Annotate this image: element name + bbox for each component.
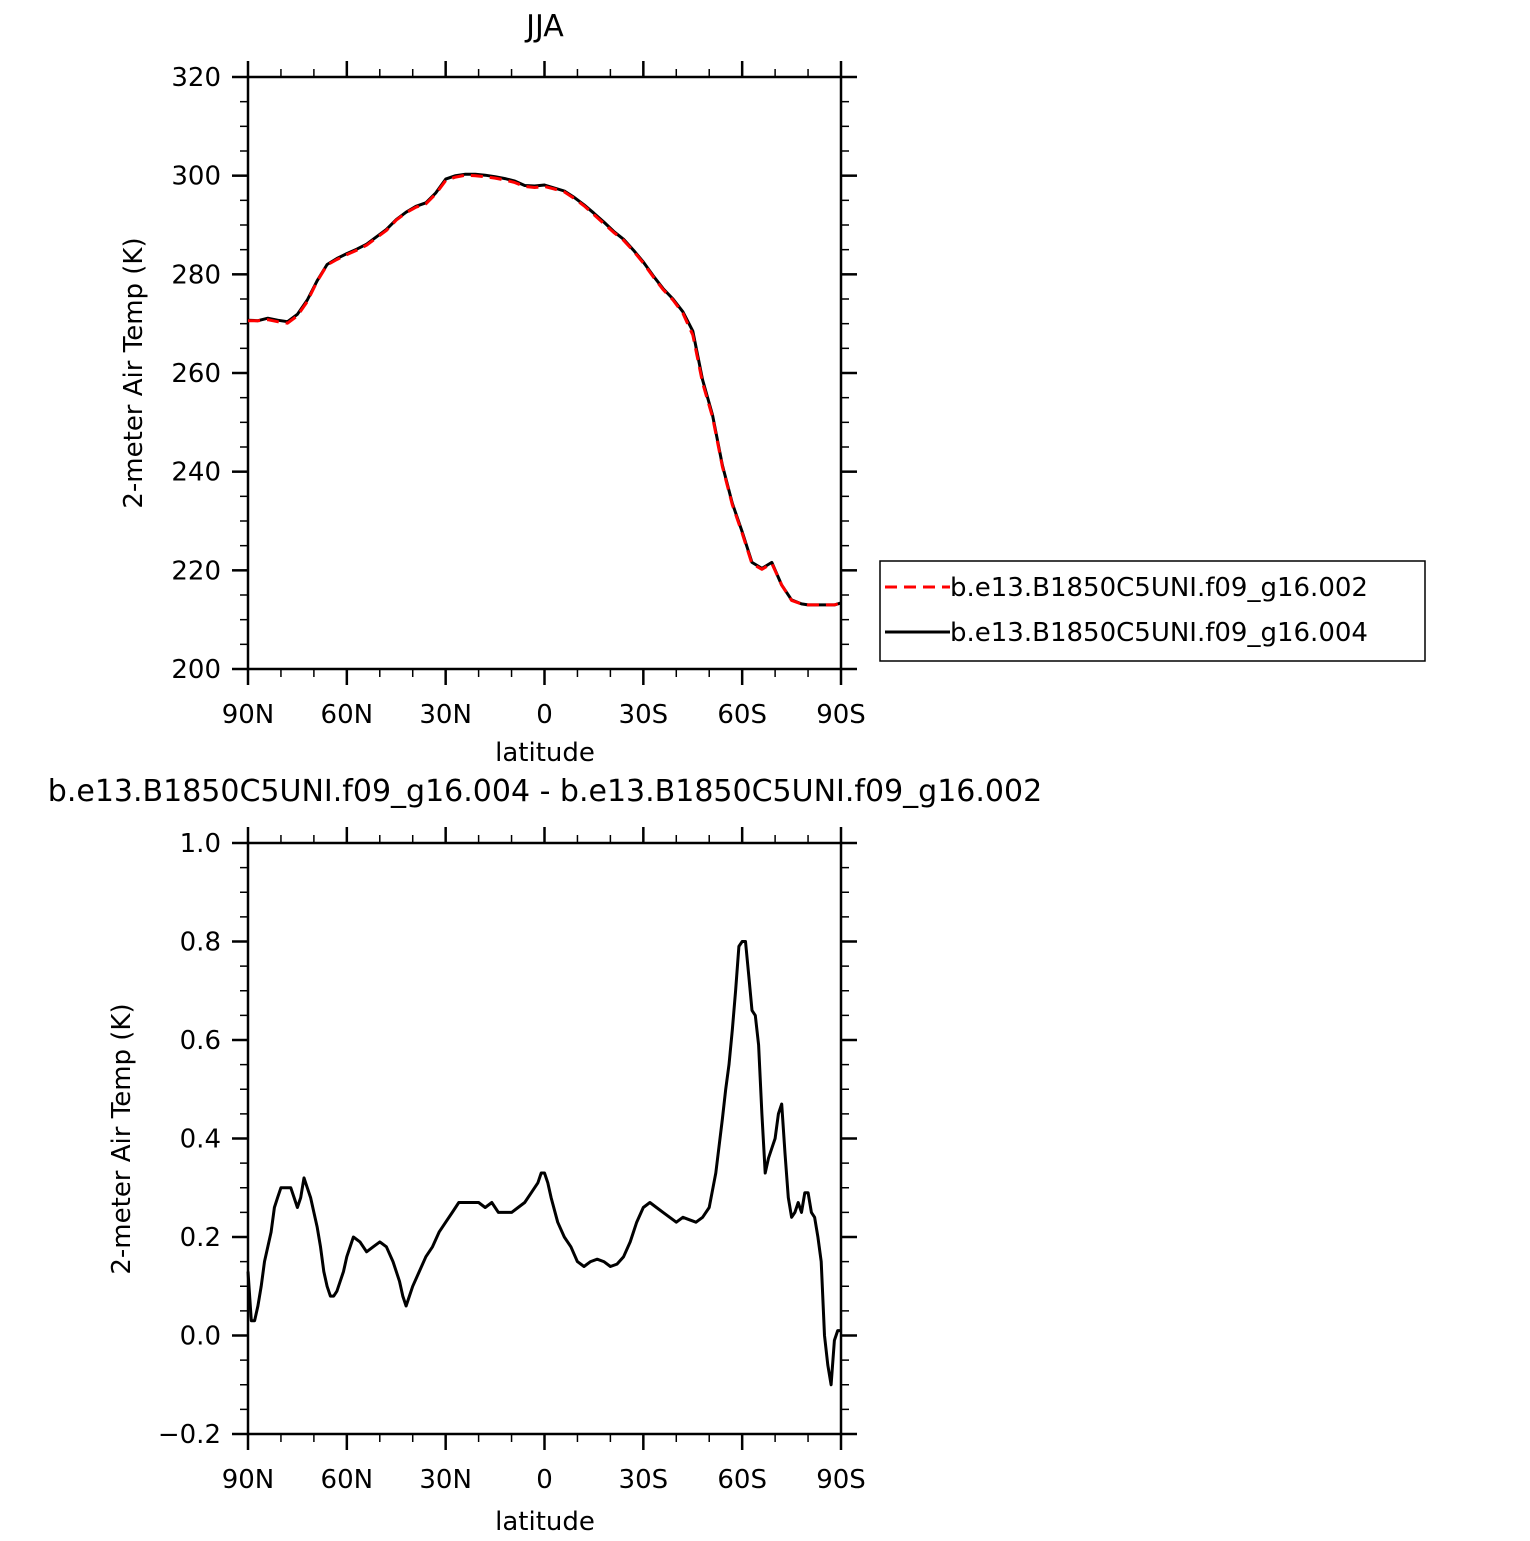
y-tick-label: 260 bbox=[171, 359, 221, 389]
y-tick-label: 0.0 bbox=[180, 1322, 221, 1352]
plot-title-bottom: b.e13.B1850C5UNI.f09_g16.004 - b.e13.B18… bbox=[48, 774, 1042, 809]
x-tick-label: 0 bbox=[536, 700, 553, 730]
x-tick-label: 30S bbox=[619, 700, 669, 730]
x-tick-label: 0 bbox=[536, 1465, 553, 1495]
x-tick-label: 90S bbox=[816, 700, 866, 730]
legend: b.e13.B1850C5UNI.f09_g16.002 b.e13.B1850… bbox=[879, 560, 1426, 662]
x-axis-label-bottom: latitude bbox=[495, 1507, 595, 1537]
x-tick-label: 90N bbox=[222, 700, 275, 730]
legend-entry-series-2: b.e13.B1850C5UNI.f09_g16.004 bbox=[950, 618, 1368, 648]
x-tick-label: 60N bbox=[321, 700, 374, 730]
y-tick-label: 200 bbox=[171, 655, 221, 685]
plot-frame bbox=[246, 75, 843, 671]
series-line-1 bbox=[248, 173, 842, 607]
y-axis-label-bottom: 2-meter Air Temp (K) bbox=[107, 1003, 137, 1274]
series-line-1 bbox=[246, 940, 841, 1387]
x-tick-label: 60S bbox=[717, 1465, 767, 1495]
y-tick-label: 1.0 bbox=[180, 829, 221, 859]
y-tick-label: 240 bbox=[171, 458, 221, 488]
plot-frame bbox=[246, 841, 843, 1436]
legend-entry-series-1: b.e13.B1850C5UNI.f09_g16.002 bbox=[950, 573, 1368, 603]
y-tick-label: 280 bbox=[171, 260, 221, 290]
x-axis-label-top: latitude bbox=[495, 738, 595, 768]
series-line-2 bbox=[247, 172, 842, 607]
y-tick-label: 0.2 bbox=[180, 1223, 221, 1253]
plot-title-top: JJA bbox=[524, 9, 564, 44]
x-tick-label: 30N bbox=[419, 700, 472, 730]
y-tick-label: 320 bbox=[171, 63, 221, 93]
y-tick-label: 0.6 bbox=[180, 1026, 221, 1056]
panel-bottom: b.e13.B1850C5UNI.f09_g16.004 - b.e13.B18… bbox=[48, 774, 1042, 1537]
x-tick-label: 60S bbox=[717, 700, 767, 730]
y-axis-label-top: 2-meter Air Temp (K) bbox=[119, 237, 149, 508]
x-tick-label: 90N bbox=[222, 1465, 275, 1495]
legend-box bbox=[879, 560, 1426, 662]
x-tick-label: 60N bbox=[321, 1465, 374, 1495]
y-tick-label: −0.2 bbox=[158, 1420, 221, 1450]
plot-area-bottom: −0.2 0.0 0.2 0.4 0.6 0.8 1.0 90N 60N 30N 0 30S 60S 90… bbox=[158, 827, 866, 1495]
x-tick-label: 30S bbox=[619, 1465, 669, 1495]
y-tick-label: 0.4 bbox=[180, 1125, 221, 1155]
x-tick-label: 90S bbox=[816, 1465, 866, 1495]
plot-area-top: 200 220 240 260 280 300 320 90N 60N 30N 0 30S 60S 90S bbox=[171, 61, 866, 730]
panel-top: JJA 200 220 240 260 280 300 320 90N 60N 30N 0 30S 60… bbox=[119, 9, 866, 768]
y-tick-label: 300 bbox=[171, 162, 221, 192]
x-tick-label: 30N bbox=[419, 1465, 472, 1495]
y-tick-label: 0.8 bbox=[180, 928, 221, 958]
y-tick-label: 220 bbox=[171, 556, 221, 586]
